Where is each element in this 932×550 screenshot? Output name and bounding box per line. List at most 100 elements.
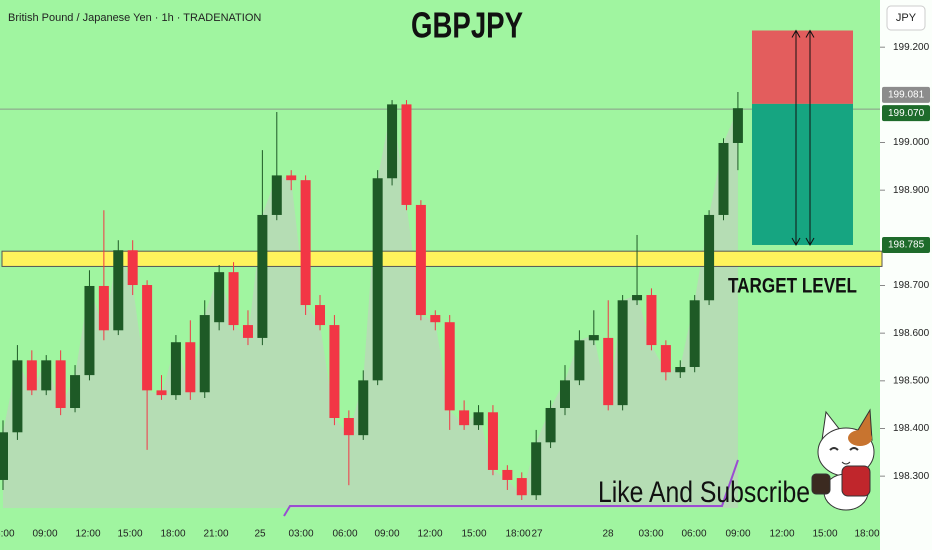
candle-body: [0, 432, 8, 480]
candle-body: [41, 360, 52, 391]
candle-body: [228, 272, 239, 326]
candle-body: [459, 410, 470, 426]
entry-price-label: 199.081: [888, 90, 925, 101]
x-tick-label: 21:00: [203, 529, 228, 540]
y-tick-label: 198.300: [893, 471, 930, 482]
entry-price-label-bg: [882, 86, 930, 103]
candle-body: [675, 367, 686, 373]
candle-body: [170, 342, 181, 396]
x-tick-label: 09:00: [32, 529, 57, 540]
candle-body: [617, 300, 628, 406]
y-tick-label: 199.200: [893, 42, 930, 53]
currency-button[interactable]: [886, 5, 926, 31]
target-zone: [1, 250, 883, 267]
y-tick-label: 198.900: [893, 185, 930, 196]
plot: [0, 29, 883, 509]
cat-icon: [811, 408, 875, 511]
y-tick-label: 198.700: [893, 280, 930, 291]
x-tick-label: 09:00: [725, 529, 750, 540]
close-area: [3, 104, 738, 509]
candle-body: [70, 375, 81, 408]
x-tick-label: 18:00: [854, 529, 879, 540]
candle-body: [214, 272, 225, 323]
last-price-label: 199.070: [888, 108, 925, 119]
price-axis: [880, 0, 932, 550]
x-tick-label: 12:00: [75, 529, 100, 540]
x-tick-label: 18:00: [160, 529, 185, 540]
candle-body: [444, 322, 455, 411]
candle-body: [300, 180, 311, 306]
x-tick-label: 03:00: [288, 529, 313, 540]
currency-label: JPY: [896, 12, 917, 24]
candle-body: [142, 285, 153, 391]
last-price-label-bg: [882, 105, 930, 122]
candle-body: [430, 315, 441, 323]
candle-body: [257, 214, 268, 338]
candle-body: [98, 285, 109, 331]
candle-body: [242, 325, 253, 338]
target-price-label-bg: [882, 236, 930, 253]
candle-body: [358, 380, 369, 436]
x-tick-label: 15:00: [461, 529, 486, 540]
candle-body: [473, 412, 484, 426]
arrow-head: [791, 29, 801, 246]
candle-body: [574, 340, 585, 381]
candle-body: [516, 478, 527, 496]
chart-title: GBPJPY: [411, 5, 523, 46]
candle-body: [387, 104, 398, 179]
candle-body: [127, 250, 138, 286]
candle-body: [199, 315, 210, 393]
candle-body: [704, 214, 715, 301]
candle-body: [632, 295, 643, 301]
x-tick-label: 18:00: [505, 529, 530, 540]
x-tick-label: 15:00: [117, 529, 142, 540]
candle-body: [84, 285, 95, 376]
candle-body: [646, 295, 657, 346]
x-tick-label: 27: [531, 529, 543, 540]
x-tick-label: 28: [602, 529, 614, 540]
candle-body: [343, 418, 354, 436]
candle-body: [55, 360, 66, 408]
candle-body: [732, 108, 743, 143]
x-tick-label: 15:00: [812, 529, 837, 540]
stop-zone: [752, 30, 853, 104]
y-tick-label: 198.500: [893, 375, 930, 386]
x-tick-label: 06:00: [681, 529, 706, 540]
candle-body: [487, 412, 498, 470]
x-tick-label: 09:00: [374, 529, 399, 540]
x-tick-label: 06:00: [332, 529, 357, 540]
candle-body: [401, 104, 412, 205]
y-tick-label: 198.400: [893, 423, 930, 434]
candle-body: [559, 380, 570, 408]
x-tick-label: 03:00: [638, 529, 663, 540]
candle-body: [689, 300, 700, 368]
candle-body: [185, 342, 196, 393]
candle-body: [531, 442, 542, 496]
candle-body: [113, 250, 124, 331]
target-price-label: 198.785: [888, 240, 925, 251]
y-tick-label: 199.000: [893, 137, 930, 148]
profit-zone: [752, 103, 853, 245]
candle-body: [502, 469, 513, 480]
indicator-line: [283, 459, 739, 517]
candle-body: [660, 345, 671, 373]
candle-body: [329, 325, 340, 419]
candle-body: [545, 407, 556, 443]
candle-body: [315, 305, 326, 326]
x-tick-label: 25: [254, 529, 266, 540]
x-tick-label: 06:00: [0, 529, 15, 540]
target-label: TARGET LEVEL: [728, 275, 857, 298]
candle-body: [271, 175, 282, 215]
candle-body: [588, 335, 599, 341]
x-tick-label: 12:00: [769, 529, 794, 540]
candle-body: [12, 360, 23, 433]
x-tick-label: 12:00: [417, 529, 442, 540]
arrow-head: [805, 29, 815, 246]
candle-body: [603, 337, 614, 406]
candle-body: [26, 360, 37, 391]
y-tick-label: 198.600: [893, 328, 930, 339]
subscribe-label: Like And Subscribe: [598, 476, 810, 509]
candle-body: [286, 175, 297, 181]
candle-body: [718, 142, 729, 215]
